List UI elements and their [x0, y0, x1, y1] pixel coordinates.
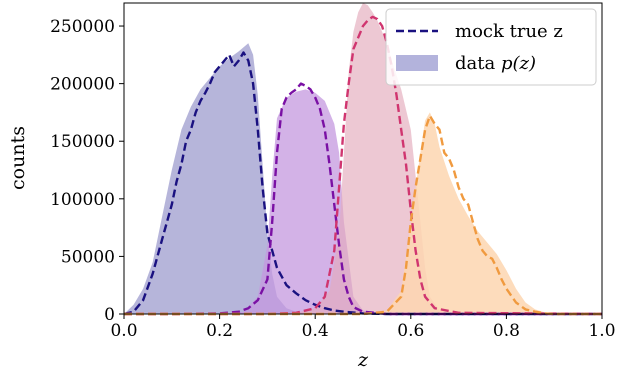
filled-series-0	[124, 43, 602, 315]
y-ticks: 0 50000 100000 150000 200000 250000	[50, 17, 124, 325]
legend-box	[385, 8, 597, 86]
y-tick-label: 100000	[50, 190, 115, 210]
y-axis-title: counts	[7, 126, 29, 190]
legend-label-data-pz: data p(z)	[455, 53, 536, 74]
dashed-series-6	[124, 15, 603, 316]
dashed-series-4	[123, 51, 602, 316]
x-tick-label: 0.4	[302, 321, 329, 341]
filled-series-2	[124, 3, 602, 314]
legend-label-mock-true-z: mock true z	[455, 21, 563, 42]
x-tick-label: 0.2	[206, 321, 233, 341]
x-tick-label: 0.8	[493, 321, 520, 341]
y-tick-label: 250000	[50, 17, 115, 37]
dashed-series-7	[124, 114, 602, 316]
dashed-distributions	[123, 15, 603, 316]
x-ticks: 0.0 0.2 0.4 0.6 0.8 1.0	[110, 314, 616, 341]
x-tick-label: 1.0	[588, 321, 615, 341]
filled-distributions	[124, 3, 602, 315]
y-tick-label: 0	[104, 305, 115, 325]
legend-label-data-text: data	[455, 53, 501, 74]
y-tick-label: 50000	[61, 247, 115, 267]
axes	[123, 2, 603, 315]
filled-series-3	[124, 112, 602, 315]
y-tick-label: 200000	[50, 75, 115, 95]
x-tick-label: 0.6	[397, 321, 424, 341]
legend-label-data-math: p(z)	[501, 53, 536, 74]
x-axis-title: z	[357, 349, 369, 371]
legend-filled-swatch	[396, 55, 438, 71]
y-tick-label: 150000	[50, 132, 115, 152]
dashed-series-5	[124, 82, 602, 316]
x-tick-label: 0.0	[110, 321, 137, 341]
plot-frame	[123, 2, 603, 315]
legend: mock true z data p(z)	[385, 8, 597, 86]
